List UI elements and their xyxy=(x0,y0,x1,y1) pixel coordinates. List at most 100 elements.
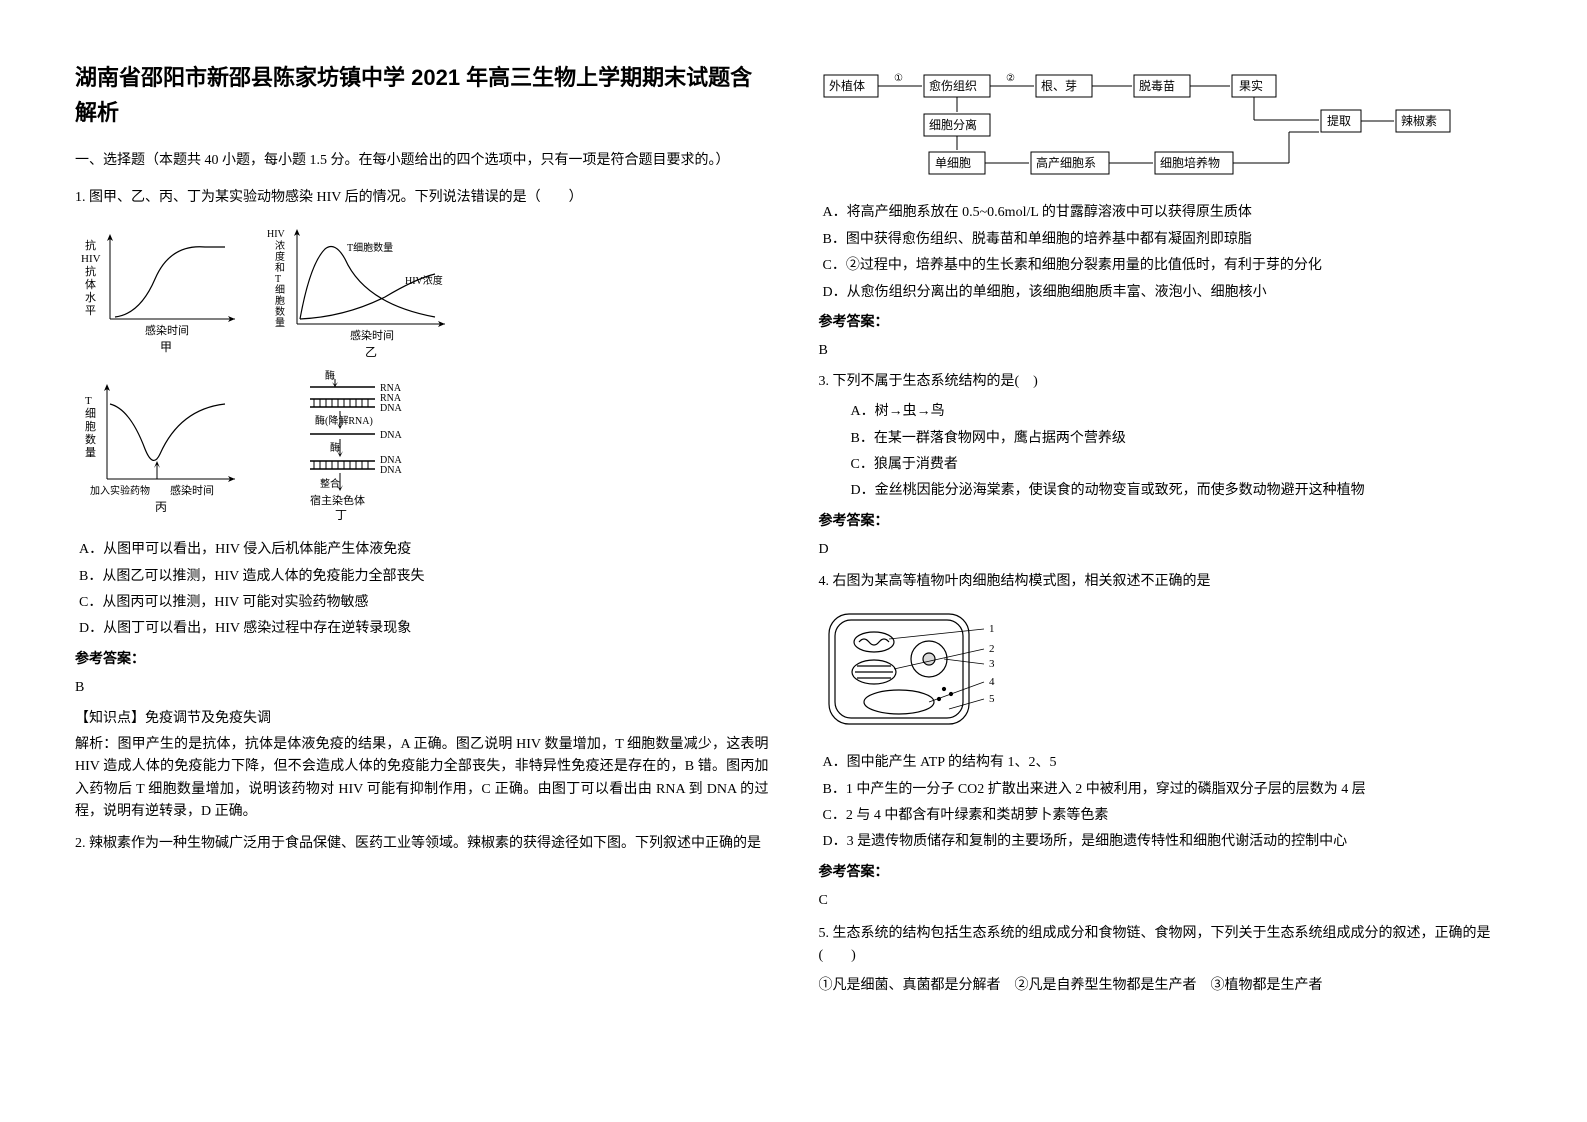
q2-text: 2. 辣椒素作为一种生物碱广泛用于食品保健、医药工业等领域。辣椒素的获得途径如下… xyxy=(75,833,769,855)
svg-text:感染时间: 感染时间 xyxy=(170,483,214,497)
svg-text:加入实验药物: 加入实验药物 xyxy=(90,484,150,497)
q4-optD: D．3 是遗传物质储存和复制的主要场所，是细胞遗传特性和细胞代谢活动的控制中心 xyxy=(819,831,1513,853)
q1-text: 1. 图甲、乙、丙、丁为某实验动物感染 HIV 后的情况。下列说法错误的是（ ） xyxy=(75,187,769,209)
svg-text:细: 细 xyxy=(85,407,96,420)
q2-answer: B xyxy=(819,340,1513,362)
q1-optB: B．从图乙可以推测，HIV 造成人体的免疫能力全部丧失 xyxy=(75,566,769,588)
q3-optC: C．狼属于消费者 xyxy=(819,454,1513,476)
svg-text:度: 度 xyxy=(275,250,285,263)
svg-text:HIV浓度: HIV浓度 xyxy=(405,274,443,287)
svg-text:浓: 浓 xyxy=(275,240,285,252)
q3-optD: D．金丝桃因能分泌海棠素，使误食的动物变盲或致死，而使多数动物避开这种植物 xyxy=(819,480,1513,502)
question-3: 3. 下列不属于生态系统结构的是( ) A．树→虫→鸟 B．在某一群落食物网中，… xyxy=(819,371,1513,562)
svg-text:感染时间: 感染时间 xyxy=(350,328,394,342)
right-column: 外植体 ① 愈伤组织 ② 根、芽 脱毒苗 果实 xyxy=(794,60,1538,1082)
svg-text:平: 平 xyxy=(85,305,96,317)
svg-text:水: 水 xyxy=(85,291,96,304)
q2-optD: D．从愈伤组织分离出的单细胞，该细胞细胞质丰富、液泡小、细胞核小 xyxy=(819,282,1513,304)
svg-text:T细胞数量: T细胞数量 xyxy=(347,241,393,254)
svg-text:果实: 果实 xyxy=(1239,78,1263,93)
svg-text:和: 和 xyxy=(275,262,285,274)
left-column: 湖南省邵阳市新邵县陈家坊镇中学 2021 年高三生物上学期期末试题含解析 一、选… xyxy=(50,60,794,1082)
svg-text:丙: 丙 xyxy=(155,500,167,514)
q3-answer: D xyxy=(819,539,1513,561)
q1-optA: A．从图甲可以看出，HIV 侵入后机体能产生体液免疫 xyxy=(75,539,769,561)
svg-text:单细胞: 单细胞 xyxy=(935,156,971,170)
svg-text:提取: 提取 xyxy=(1327,113,1351,128)
q4-cell-diagram: 1 2 3 4 5 xyxy=(819,604,1513,742)
q4-answer-label: 参考答案： xyxy=(819,862,1513,884)
q4-options: A．图中能产生 ATP 的结构有 1、2、5 B．1 中产生的一分子 CO2 扩… xyxy=(819,752,1513,854)
q2-optA: A．将高产细胞系放在 0.5~0.6mol/L 的甘露醇溶液中可以获得原生质体 xyxy=(819,202,1513,224)
svg-text:3: 3 xyxy=(989,658,995,670)
svg-text:整合: 整合 xyxy=(320,477,340,490)
q1-optC: C．从图丙可以推测，HIV 可能对实验药物敏感 xyxy=(75,592,769,614)
svg-text:辣椒素: 辣椒素 xyxy=(1401,114,1437,128)
page-title: 湖南省邵阳市新邵县陈家坊镇中学 2021 年高三生物上学期期末试题含解析 xyxy=(75,60,769,130)
svg-text:数: 数 xyxy=(275,305,285,318)
q4-optB: B．1 中产生的一分子 CO2 扩散出来进入 2 中被利用，穿过的磷脂双分子层的… xyxy=(819,779,1513,801)
q1-explanation: 解析：图甲产生的是抗体，抗体是体液免疫的结果，A 正确。图乙说明 HIV 数量增… xyxy=(75,734,769,824)
svg-text:细胞分离: 细胞分离 xyxy=(929,117,977,132)
svg-text:根、芽: 根、芽 xyxy=(1041,79,1077,93)
q2-options: A．将高产细胞系放在 0.5~0.6mol/L 的甘露醇溶液中可以获得原生质体 … xyxy=(819,202,1513,304)
q4-answer: C xyxy=(819,890,1513,912)
svg-text:宿主染色体: 宿主染色体 xyxy=(310,493,365,507)
svg-text:细胞培养物: 细胞培养物 xyxy=(1160,155,1220,170)
q1-graphs-svg: 抗 HIV 抗 体 水 平 感染时间 甲 HIV 浓 xyxy=(75,219,495,529)
svg-text:抗: 抗 xyxy=(85,238,96,252)
q1-options: A．从图甲可以看出，HIV 侵入后机体能产生体液免疫 B．从图乙可以推测，HIV… xyxy=(75,539,769,641)
q4-text: 4. 右图为某高等植物叶肉细胞结构模式图，相关叙述不正确的是 xyxy=(819,571,1513,593)
svg-text:HIV: HIV xyxy=(267,229,286,240)
svg-text:T: T xyxy=(85,395,92,407)
q2-flow-svg: 外植体 ① 愈伤组织 ② 根、芽 脱毒苗 果实 xyxy=(819,70,1499,180)
svg-text:HIV: HIV xyxy=(81,253,101,265)
svg-text:量: 量 xyxy=(275,317,285,329)
q5-sub: ①凡是细菌、真菌都是分解者 ②凡是自养型生物都是生产者 ③植物都是生产者 xyxy=(819,975,1513,997)
q1-kp: 【知识点】免疫调节及免疫失调 xyxy=(75,708,769,730)
q1-optD: D．从图丁可以看出，HIV 感染过程中存在逆转录现象 xyxy=(75,618,769,640)
question-1: 1. 图甲、乙、丙、丁为某实验动物感染 HIV 后的情况。下列说法错误的是（ ）… xyxy=(75,187,769,824)
q1-figures: 抗 HIV 抗 体 水 平 感染时间 甲 HIV 浓 xyxy=(75,219,769,529)
svg-text:T: T xyxy=(275,274,281,285)
question-2-intro: 2. 辣椒素作为一种生物碱广泛用于食品保健、医药工业等领域。辣椒素的获得途径如下… xyxy=(75,833,769,855)
q2-flow-diagram: 外植体 ① 愈伤组织 ② 根、芽 脱毒苗 果实 xyxy=(819,70,1513,188)
svg-text:2: 2 xyxy=(989,643,995,655)
svg-text:高产细胞系: 高产细胞系 xyxy=(1036,155,1096,170)
q2-answer-label: 参考答案： xyxy=(819,312,1513,334)
svg-text:量: 量 xyxy=(85,446,96,459)
svg-text:5: 5 xyxy=(989,693,995,705)
svg-text:DNA: DNA xyxy=(380,465,402,476)
svg-text:甲: 甲 xyxy=(160,340,172,354)
q3-optA: A．树→虫→鸟 xyxy=(819,401,1513,423)
svg-text:①: ① xyxy=(894,73,903,84)
svg-text:胞: 胞 xyxy=(85,420,96,433)
section-header: 一、选择题（本题共 40 小题，每小题 1.5 分。在每小题给出的四个选项中，只… xyxy=(75,150,769,172)
svg-text:胞: 胞 xyxy=(275,295,285,307)
q1-answer: B xyxy=(75,677,769,699)
svg-text:1: 1 xyxy=(989,623,995,635)
svg-text:4: 4 xyxy=(989,676,995,688)
q2-optB: B．图中获得愈伤组织、脱毒苗和单细胞的培养基中都有凝固剂即琼脂 xyxy=(819,229,1513,251)
svg-text:丁: 丁 xyxy=(335,508,347,522)
svg-text:细: 细 xyxy=(275,283,285,296)
question-4: 4. 右图为某高等植物叶肉细胞结构模式图，相关叙述不正确的是 xyxy=(819,571,1513,912)
svg-text:感染时间: 感染时间 xyxy=(145,323,189,337)
svg-text:酶: 酶 xyxy=(325,369,335,382)
svg-text:体: 体 xyxy=(85,277,96,291)
svg-text:乙: 乙 xyxy=(365,345,377,359)
q5-text: 5. 生态系统的结构包括生态系统的组成成分和食物链、食物网，下列关于生态系统组成… xyxy=(819,923,1513,968)
q4-optA: A．图中能产生 ATP 的结构有 1、2、5 xyxy=(819,752,1513,774)
q4-optC: C．2 与 4 中都含有叶绿素和类胡萝卜素等色素 xyxy=(819,805,1513,827)
svg-text:抗: 抗 xyxy=(85,264,96,278)
q3-answer-label: 参考答案： xyxy=(819,511,1513,533)
q4-cell-svg: 1 2 3 4 5 xyxy=(819,604,1039,734)
svg-text:②: ② xyxy=(1006,73,1015,84)
q3-optB: B．在某一群落食物网中，鹰占据两个营养级 xyxy=(819,428,1513,450)
svg-text:DNA: DNA xyxy=(380,403,402,414)
svg-text:酶: 酶 xyxy=(330,441,340,454)
svg-text:酶(降解RNA): 酶(降解RNA) xyxy=(315,414,373,427)
q1-answer-label: 参考答案： xyxy=(75,649,769,671)
svg-text:DNA: DNA xyxy=(380,430,402,441)
question-5: 5. 生态系统的结构包括生态系统的组成成分和食物链、食物网，下列关于生态系统组成… xyxy=(819,923,1513,998)
